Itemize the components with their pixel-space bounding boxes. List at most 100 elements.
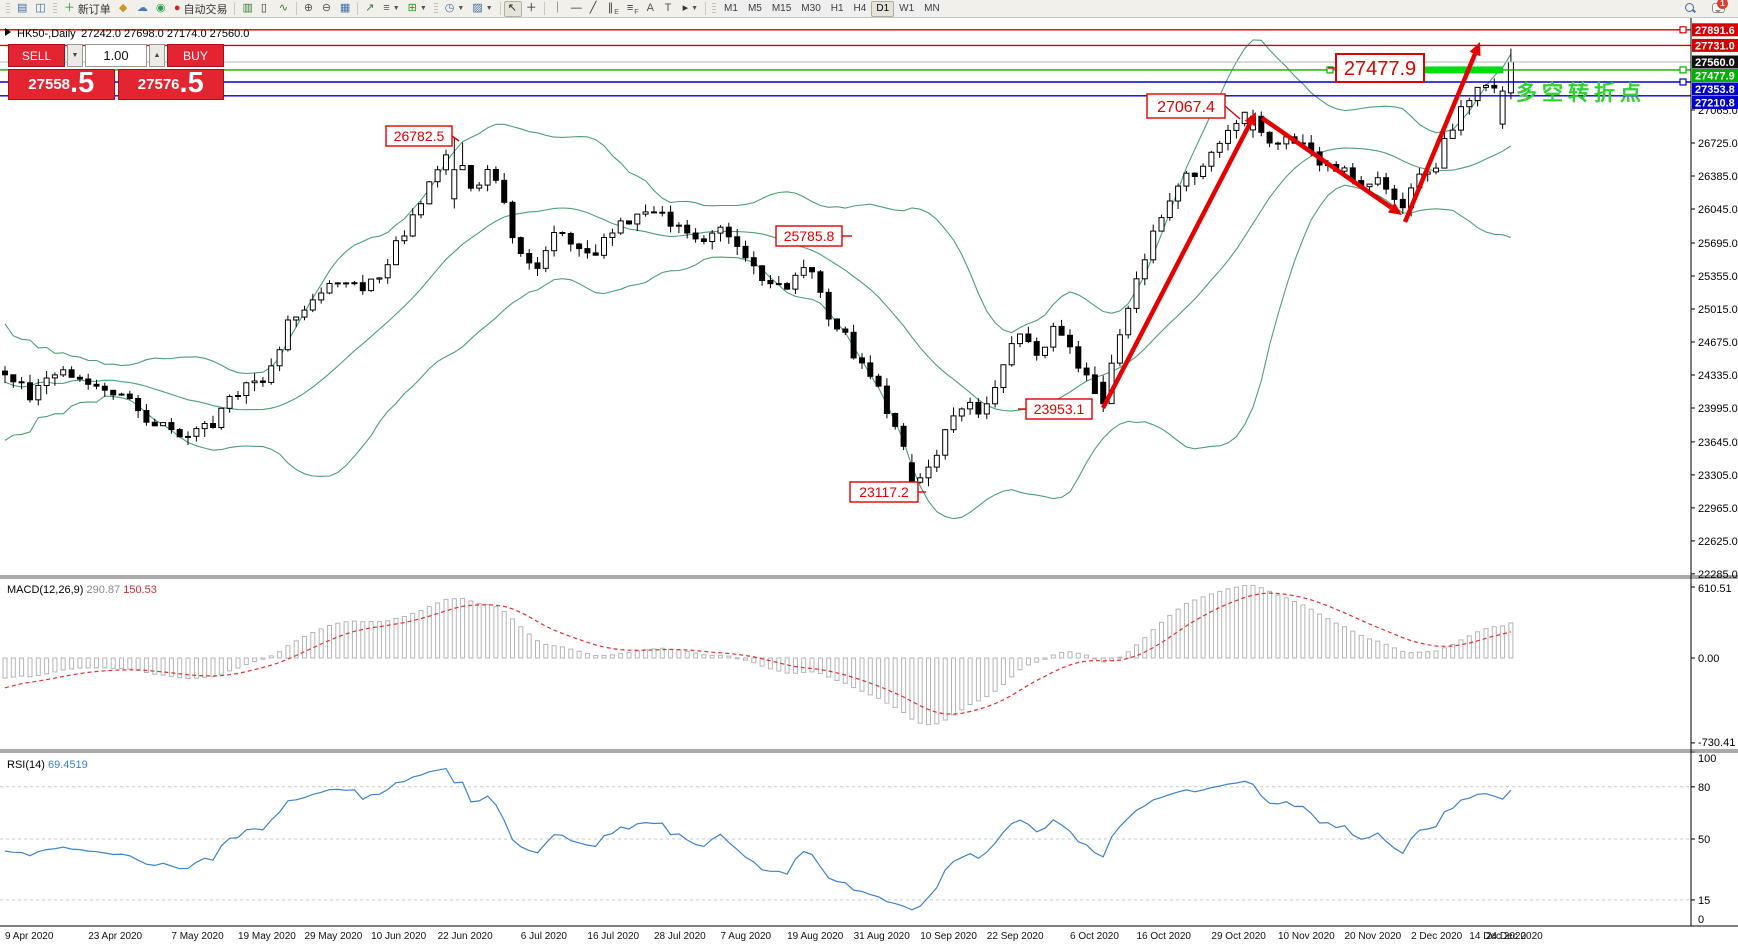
timeframe-d1-button[interactable]: D1 — [871, 0, 895, 17]
trend-arrow[interactable] — [1402, 53, 1478, 223]
text-label-button[interactable]: T — [661, 1, 679, 17]
annotation-box[interactable] — [775, 225, 843, 247]
line-handle[interactable] — [1326, 66, 1334, 74]
horizontal-line-button[interactable]: — — [567, 1, 586, 17]
annotation-box[interactable] — [1335, 53, 1425, 83]
timeframe-m30-button[interactable]: M30 — [796, 0, 826, 17]
pivot-highlight-bar[interactable] — [1424, 66, 1503, 74]
indicators-button[interactable]: ↗ — [361, 1, 379, 17]
chart-note-text[interactable]: 多空转折点 — [1516, 81, 1646, 105]
periods-icon: ◷ — [444, 2, 455, 14]
trend-arrow[interactable] — [1260, 116, 1393, 210]
chart-marker-icon[interactable] — [5, 28, 11, 36]
price-tick-label: 25695.0 — [1698, 238, 1738, 250]
data-window-icon: ◫ — [35, 2, 46, 14]
periods-button[interactable]: ◷ ▼ — [441, 1, 469, 17]
rsi-pane[interactable] — [0, 767, 1691, 911]
vertical-line-button[interactable]: ｜ — [548, 1, 567, 17]
history-center-button[interactable]: ◆ — [115, 1, 133, 17]
timeframe-m5-button[interactable]: M5 — [742, 0, 767, 17]
line-handle[interactable] — [1679, 78, 1687, 86]
fibonacci-button[interactable]: ≡ F — [623, 1, 643, 17]
templates-button[interactable]: ▨ ▼ — [468, 1, 496, 17]
line-handle[interactable] — [1679, 26, 1687, 34]
date-tick-label: 10 Nov 2020 — [1278, 931, 1335, 942]
price-tick-label: 23995.0 — [1698, 403, 1738, 415]
bollinger-upper-band[interactable] — [4, 39, 1512, 375]
trend-arrows[interactable] — [1101, 42, 1481, 410]
tile-windows-button[interactable]: ▦ — [336, 1, 354, 17]
buy-price-display[interactable]: 27576.5 — [117, 69, 224, 100]
arrows-tool-button[interactable]: ▸ ▼ — [679, 1, 702, 17]
equidistant-channel-button[interactable]: ∥ E — [604, 1, 623, 17]
rsi-scale-label: 15 — [1698, 895, 1710, 907]
date-tick-label: 23 Apr 2020 — [88, 931, 142, 942]
indicator-windows-button[interactable]: ≡ ▼ — [379, 1, 403, 17]
date-tick-label: 24 Dec 2020 — [1486, 931, 1543, 942]
new-order-button[interactable]: ＋新订单 — [60, 1, 115, 17]
bar-chart-button[interactable]: ▥ — [238, 1, 256, 17]
web-terminal-button[interactable]: ☁ — [133, 1, 152, 17]
toolbar-separator — [543, 2, 545, 15]
line-chart-icon: ∿ — [278, 2, 289, 14]
volume-input[interactable] — [85, 44, 147, 67]
volume-decrease-button[interactable]: ▼ — [67, 44, 83, 67]
macd-pane[interactable] — [2, 584, 1514, 726]
candlestick-chart-icon: ▯ — [260, 2, 267, 14]
timeframe-mn-button[interactable]: MN — [919, 0, 945, 17]
autotrading-button[interactable]: ● 自动交易 — [170, 1, 232, 17]
date-tick-label: 31 Aug 2020 — [854, 931, 911, 942]
bollinger-lower-band[interactable] — [4, 184, 1512, 520]
cursor-button[interactable]: ↖ — [503, 0, 522, 17]
main-chart-pane[interactable] — [2, 39, 1514, 520]
rsi-line[interactable] — [4, 767, 1512, 911]
date-tick-label: 14 Dec 2020 — [1469, 931, 1526, 942]
macd-signal-line[interactable] — [4, 592, 1512, 715]
timeframe-w1-button[interactable]: W1 — [894, 0, 920, 17]
line-chart-button[interactable]: ∿ — [275, 1, 293, 17]
indicator-windows-icon: ≡ — [383, 2, 390, 14]
sell-button[interactable]: SELL — [8, 44, 65, 67]
zoom-out-button[interactable]: ⊖ — [318, 1, 336, 17]
timeframe-m1-button[interactable]: M1 — [719, 0, 743, 17]
date-tick-label: 19 May 2020 — [238, 931, 296, 942]
chart-svg[interactable]: 26782.5 25785.8 27067.4 27477.9 23953.1 23117… — [0, 18, 1738, 945]
text-button[interactable]: A — [643, 1, 661, 17]
search-button[interactable] — [1681, 1, 1700, 17]
toolbar-grip[interactable] — [6, 2, 10, 15]
zoom-in-button[interactable]: ⊕ — [300, 1, 318, 17]
buy-button[interactable]: BUY — [167, 44, 224, 67]
main-toolbar: ▤ ◫ ＋新订单 ◆ ☁ ◉ ● 自动交易 ▥ ▯ ∿ ⊕ ⊖ ▦ ↗ ≡ ▼ ⊞ ▼ ◷ ▼ ▨ ▼ ↖ ＋ ｜ — ╱ ∥ E ≡ F A T… — [0, 0, 1738, 18]
volume-increase-button[interactable]: ▲ — [149, 44, 165, 67]
trend-arrow[interactable] — [1101, 122, 1252, 410]
text-label-icon: T — [664, 2, 672, 14]
price-tick-label: 24335.0 — [1698, 370, 1738, 382]
trend-line-button[interactable]: ╱ — [586, 1, 604, 17]
timeframe-h4-button[interactable]: H4 — [848, 0, 872, 17]
price-scale[interactable]: 27065.026725.026385.026045.025695.025355… — [1691, 23, 1738, 927]
bollinger-middle-band[interactable] — [4, 145, 1512, 412]
price-annotations[interactable]: 26782.5 25785.8 27067.4 27477.9 23953.1 23117… — [385, 53, 1425, 503]
annotation-box[interactable] — [849, 481, 919, 503]
sell-price-display[interactable]: 27558.5 — [8, 69, 115, 100]
annotation-box[interactable] — [1025, 398, 1093, 420]
crosshair-button[interactable]: ＋ — [522, 1, 541, 17]
add-indicator-button[interactable]: ⊞ ▼ — [404, 1, 431, 17]
timeframe-h1-button[interactable]: H1 — [825, 0, 849, 17]
line-handle[interactable] — [1679, 66, 1687, 74]
market-watch-button[interactable]: ▤ — [13, 1, 31, 17]
annotation-box[interactable] — [1146, 93, 1226, 119]
notifications-button[interactable]: 1 — [1708, 0, 1729, 18]
price-badge — [1692, 55, 1738, 69]
date-axis[interactable]: 9 Apr 2020 23 Apr 2020 7 May 2020 19 May 20… — [5, 931, 1543, 942]
signals-button[interactable]: ◉ — [152, 1, 170, 17]
timeframe-m15-button[interactable]: M15 — [766, 0, 797, 17]
annotation-box[interactable] — [385, 125, 453, 147]
toolbar-grip[interactable] — [712, 2, 717, 15]
rsi-scale-label: 80 — [1698, 782, 1710, 794]
toolbar-separator — [52, 2, 57, 15]
data-window-button[interactable]: ◫ — [31, 1, 49, 17]
toolbar-separator — [295, 2, 297, 15]
candlestick-chart-button[interactable]: ▯ — [257, 1, 275, 17]
fibonacci-icon: ≡ — [626, 2, 634, 14]
